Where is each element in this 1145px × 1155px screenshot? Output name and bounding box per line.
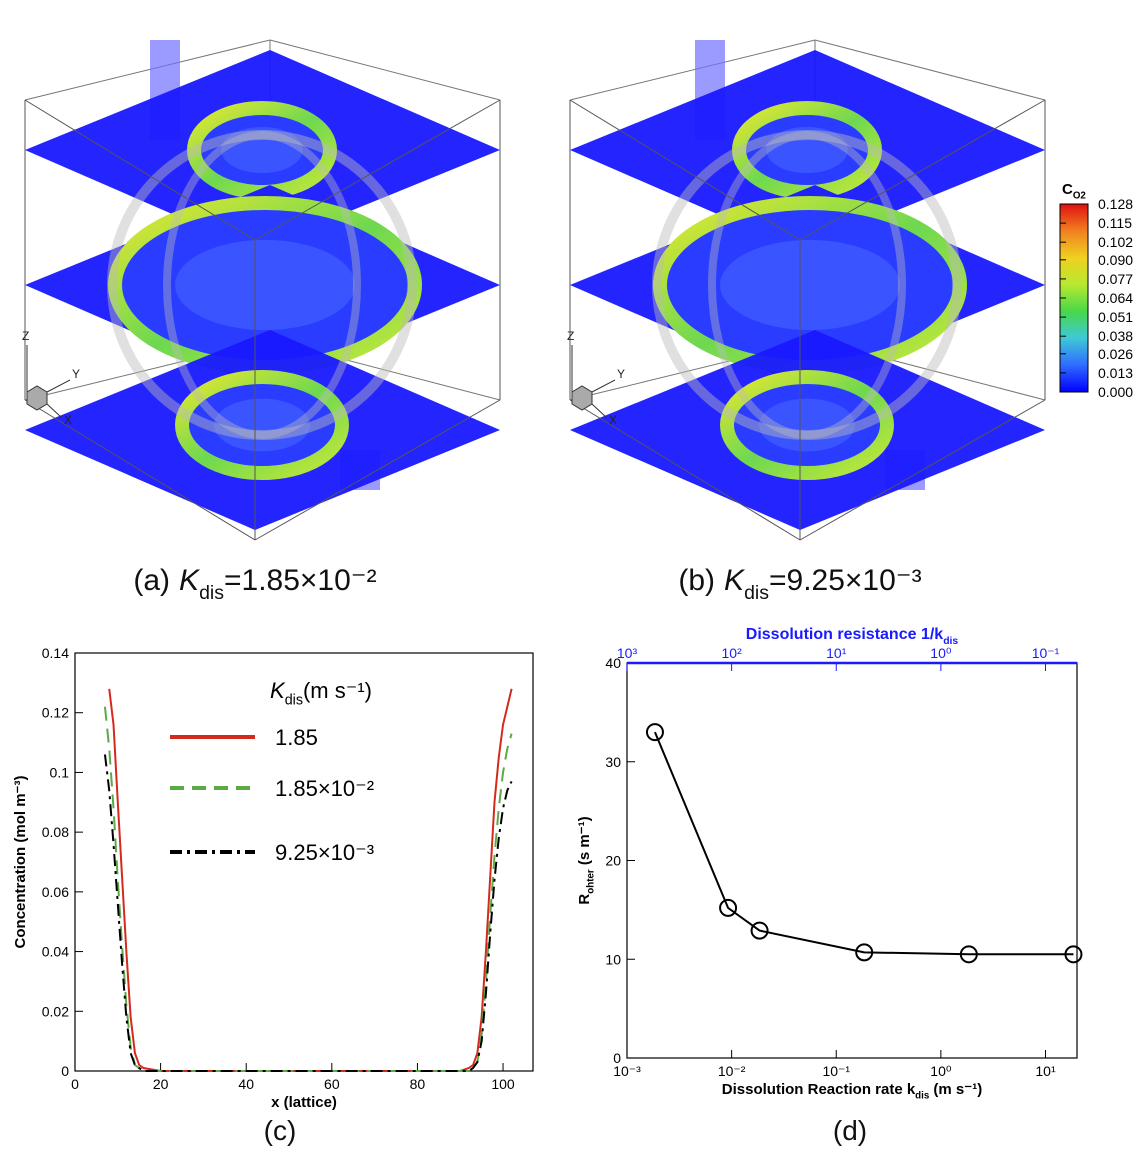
- plot-frame: [627, 663, 1077, 1058]
- panel-caption: (b) Kdis=9.25×10⁻³: [678, 564, 921, 604]
- text-part: =9.25×10⁻³: [769, 564, 922, 597]
- colorbar-tick-label: 0.000: [1098, 384, 1133, 400]
- x2-tick-label: 10⁰: [930, 645, 952, 661]
- legend-title: Kdis(m s⁻¹): [270, 678, 372, 709]
- triad-label: Y: [617, 367, 625, 381]
- text-part: dis: [915, 1091, 930, 1102]
- y-tick-label: 0.1: [50, 764, 70, 780]
- x-tick-label: 0: [71, 1076, 79, 1092]
- legend-label: 9.25×10⁻³: [275, 840, 374, 865]
- text-part: (m s⁻¹): [929, 1081, 982, 1098]
- x-tick-label: 10⁻²: [718, 1063, 746, 1079]
- text-part: =1.85×10⁻²: [224, 564, 377, 597]
- x-tick-label: 100: [491, 1076, 515, 1092]
- text-part: (a): [133, 564, 170, 597]
- panel-caption: (a) Kdis=1.85×10⁻²: [133, 564, 376, 604]
- triad-axis: [592, 404, 607, 418]
- colorbar-tick-label: 0.038: [1098, 328, 1133, 344]
- text-part: C: [1062, 181, 1073, 198]
- render-panel: Z Y X (a) Kdis=1.85×10⁻²: [22, 40, 500, 604]
- triad-label: Y: [72, 367, 80, 381]
- y-tick-label: 0.04: [42, 944, 69, 960]
- triad-label: Z: [22, 329, 29, 343]
- x2-tick-label: 10²: [722, 645, 743, 661]
- y-tick-label: 0.14: [42, 645, 69, 661]
- text-part: (b): [678, 564, 715, 597]
- y-tick-label: 20: [605, 853, 621, 869]
- render-panel: Z Y X (b) Kdis=9.25×10⁻³: [567, 40, 1045, 604]
- y-tick-label: 0.08: [42, 824, 69, 840]
- x-axis-label: Dissolution Reaction rate kdis (m s⁻¹): [722, 1081, 982, 1102]
- triad-cube: [27, 386, 47, 410]
- text-part: (s m⁻¹): [576, 816, 593, 869]
- text-part: R: [576, 894, 593, 905]
- text-part: Dissolution Reaction rate k: [722, 1081, 916, 1098]
- y-tick-label: 0.12: [42, 705, 69, 721]
- x-tick-label: 40: [238, 1076, 254, 1092]
- text-part: K: [270, 678, 286, 703]
- legend-label: 1.85: [275, 725, 318, 750]
- inner-field: [720, 240, 900, 330]
- triad-label: X: [64, 413, 72, 427]
- y-axis-label: Concentration (mol m⁻³): [12, 776, 29, 949]
- series-line: [655, 732, 1074, 954]
- y-tick-label: 0.06: [42, 884, 69, 900]
- colorbar-tick-label: 0.051: [1098, 309, 1133, 325]
- y-tick-label: 0: [61, 1063, 69, 1079]
- x-tick-label: 10⁰: [930, 1063, 952, 1079]
- y-tick-label: 30: [605, 754, 621, 770]
- colorbar-tick-label: 0.102: [1098, 234, 1133, 250]
- x-tick-label: 20: [153, 1076, 169, 1092]
- text-part: K: [724, 564, 746, 597]
- text-part: K: [179, 564, 201, 597]
- colorbar-tick-label: 0.077: [1098, 271, 1133, 287]
- triad-axis: [47, 404, 62, 418]
- colorbar-tick-label: 0.115: [1098, 215, 1132, 231]
- y-axis-label: Rohter (s m⁻¹): [576, 816, 597, 904]
- x2-tick-label: 10³: [617, 645, 638, 661]
- text-part: dis: [943, 636, 958, 647]
- triad-cube: [572, 386, 592, 410]
- y-tick-label: 0: [613, 1050, 621, 1066]
- colorbar-tick-label: 0.026: [1098, 346, 1133, 362]
- data-point: [647, 724, 663, 740]
- colorbar-tick-label: 0.013: [1098, 365, 1133, 381]
- text-part: ohter: [586, 869, 597, 894]
- x-axis-label: x (lattice): [271, 1094, 337, 1111]
- text-part: Dissolution resistance 1/k: [746, 626, 944, 643]
- legend-label: 1.85×10⁻²: [275, 776, 374, 801]
- text-part: dis: [285, 693, 303, 709]
- x2-axis-label: Dissolution resistance 1/kdis: [746, 626, 959, 647]
- inner-field: [175, 240, 355, 330]
- x-tick-label: 80: [410, 1076, 426, 1092]
- text-part: dis: [744, 582, 769, 604]
- x-tick-label: 10¹: [1035, 1063, 1056, 1079]
- triad-label: X: [609, 413, 617, 427]
- text-part: dis: [199, 582, 224, 604]
- triad-label: Z: [567, 329, 574, 343]
- text-part: O2: [1073, 191, 1087, 202]
- panel-caption: (c): [264, 1115, 297, 1146]
- y-tick-label: 0.02: [42, 1003, 69, 1019]
- x2-tick-label: 10⁻¹: [1032, 645, 1060, 661]
- series-line: [105, 707, 512, 1071]
- colorbar-title: CO2: [1062, 181, 1086, 202]
- x-tick-label: 10⁻¹: [822, 1063, 850, 1079]
- colorbar-tick-label: 0.128: [1098, 196, 1133, 212]
- x2-tick-label: 10¹: [826, 645, 847, 661]
- x-tick-label: 60: [324, 1076, 340, 1092]
- figure: ZYX(a)Kdis=1.85×10⁻²ZYX(b)Kdis=9.25×10⁻³…: [0, 0, 1145, 1155]
- colorbar-tick-label: 0.090: [1098, 252, 1133, 268]
- text-part: (m s⁻¹): [303, 678, 372, 703]
- series-line: [105, 755, 512, 1071]
- colorbar-tick-label: 0.064: [1098, 290, 1133, 306]
- y-tick-label: 10: [605, 951, 621, 967]
- panel-caption: (d): [833, 1115, 867, 1146]
